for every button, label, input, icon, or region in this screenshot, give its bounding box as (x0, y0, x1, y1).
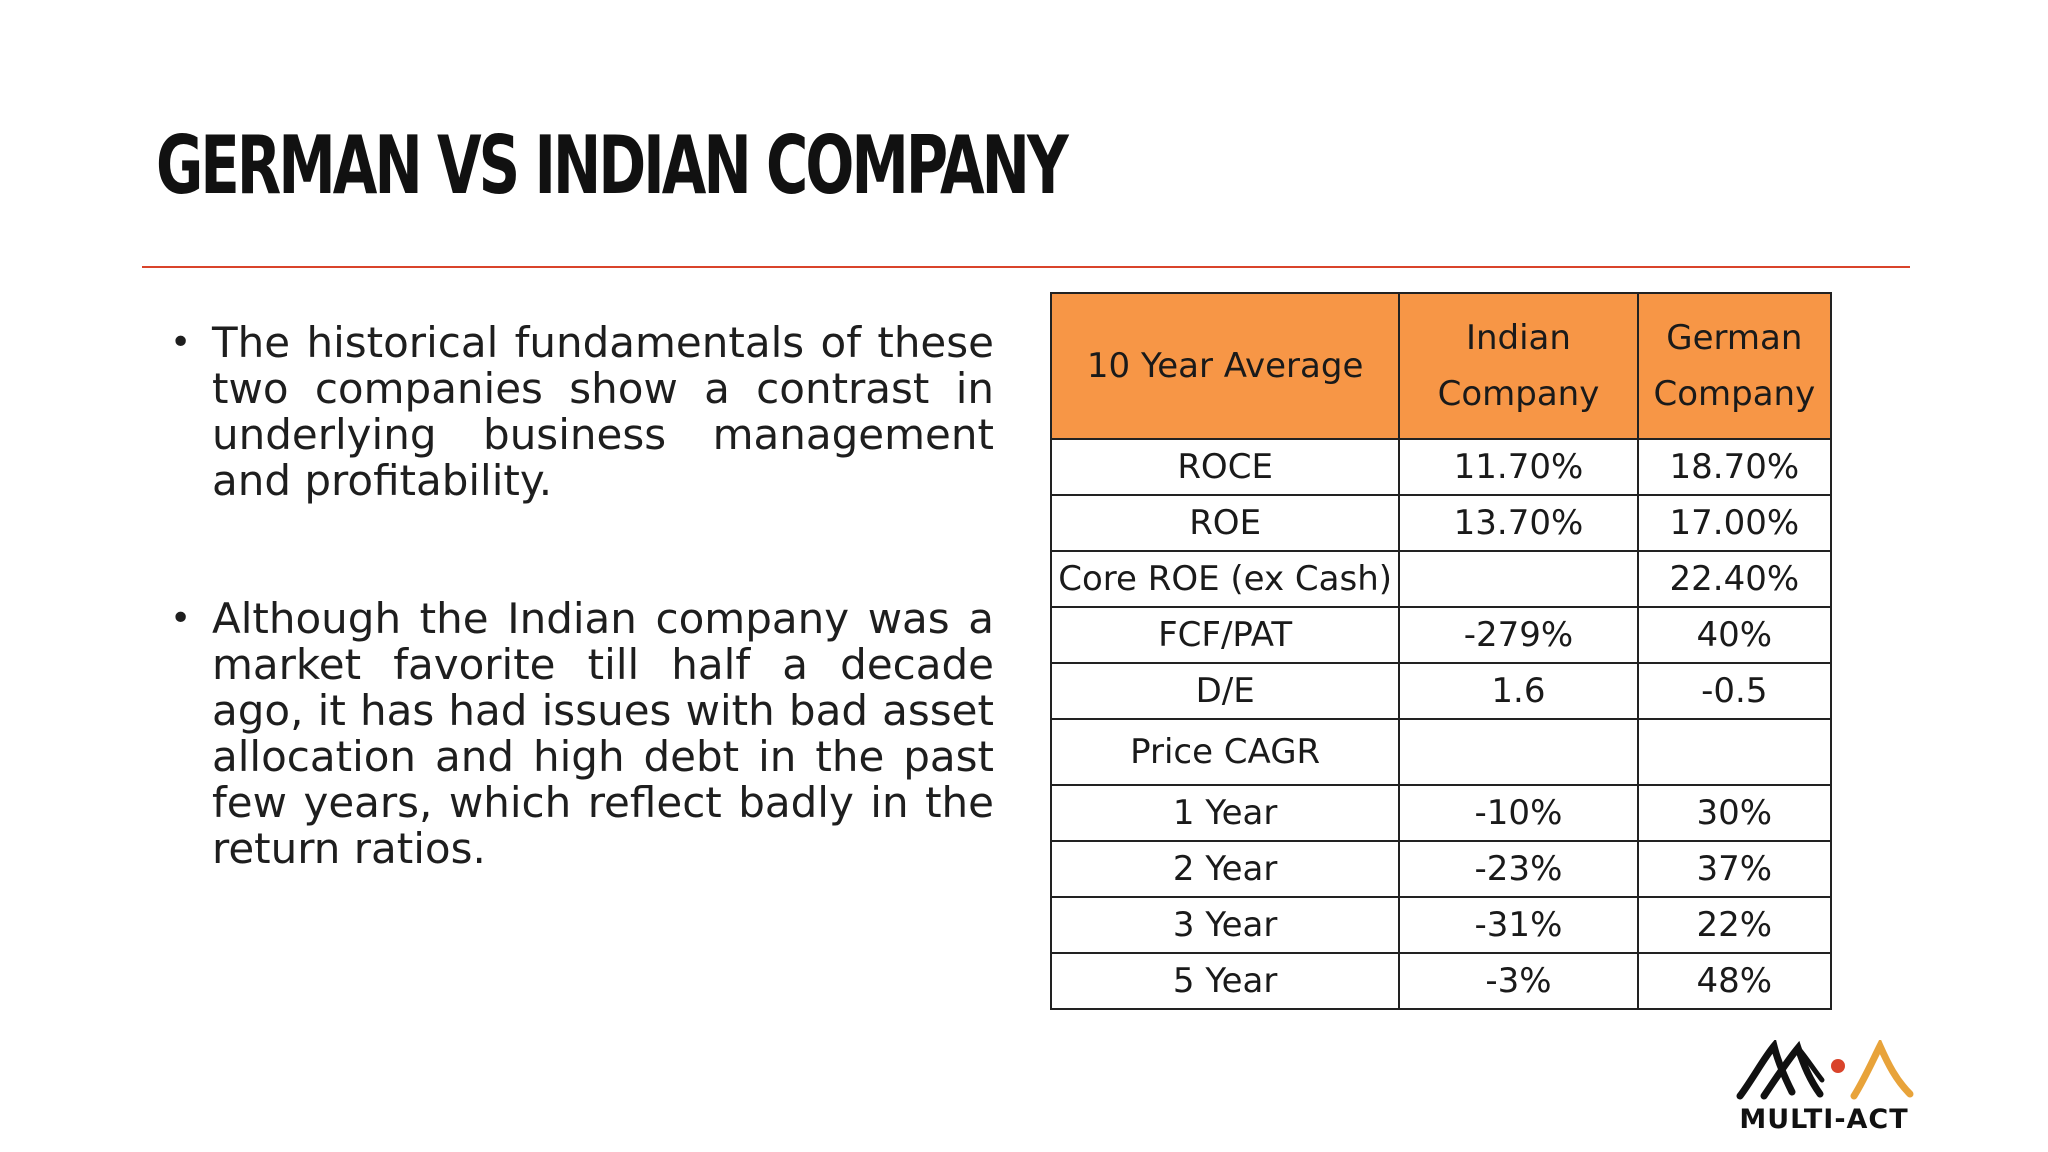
german-value-cell: 22% (1636, 896, 1833, 954)
german-value-cell: 48% (1636, 952, 1833, 1010)
metric-cell: 1 Year (1049, 784, 1401, 842)
indian-value-cell: 1.6 (1398, 662, 1639, 720)
header-indian-company: Indian Company (1398, 292, 1639, 440)
metric-cell: FCF/PAT (1049, 606, 1401, 664)
bullet-text: Although the Indian company was a market… (212, 594, 994, 873)
table-row: Price CAGR (1049, 718, 1833, 786)
logo-wordmark: MULTI-ACT (1739, 1104, 1909, 1135)
table-row: ROE 13.70% 17.00% (1049, 494, 1833, 552)
german-value-cell: 30% (1636, 784, 1833, 842)
german-value-cell (1636, 718, 1833, 786)
table-header-row: 10 Year Average Indian Company German Co… (1049, 292, 1833, 440)
indian-value-cell: -279% (1398, 606, 1639, 664)
table-row: 2 Year -23% 37% (1049, 840, 1833, 898)
bullet-dot-icon: • (170, 322, 192, 363)
indian-value-cell: -10% (1398, 784, 1639, 842)
metric-cell: 5 Year (1049, 952, 1401, 1010)
german-value-cell: 18.70% (1636, 438, 1833, 496)
indian-value-cell: 11.70% (1398, 438, 1639, 496)
indian-value-cell: -23% (1398, 840, 1639, 898)
metric-cell: D/E (1049, 662, 1401, 720)
table-row: 3 Year -31% 22% (1049, 896, 1833, 954)
german-value-cell: -0.5 (1636, 662, 1833, 720)
indian-value-cell (1398, 550, 1639, 608)
header-german-company: German Company (1636, 292, 1833, 440)
table-row: D/E 1.6 -0.5 (1049, 662, 1833, 720)
bullet-item: • Although the Indian company was a mark… (162, 596, 994, 872)
metric-cell: ROCE (1049, 438, 1401, 496)
table-row: FCF/PAT -279% 40% (1049, 606, 1833, 664)
indian-value-cell: -31% (1398, 896, 1639, 954)
multi-act-logo-icon (1736, 1040, 1914, 1100)
table-row: 1 Year -10% 30% (1049, 784, 1833, 842)
german-value-cell: 37% (1636, 840, 1833, 898)
german-value-cell: 17.00% (1636, 494, 1833, 552)
bullet-list: • The historical fundamentals of these t… (162, 320, 994, 872)
logo-dot (1831, 1059, 1845, 1073)
indian-value-cell (1398, 718, 1639, 786)
table-row: ROCE 11.70% 18.70% (1049, 438, 1833, 496)
slide-title: GERMAN VS INDIAN COMPANY (156, 119, 1069, 212)
metric-cell: 2 Year (1049, 840, 1401, 898)
bullet-item: • The historical fundamentals of these t… (162, 320, 994, 504)
comparison-table: 10 Year Average Indian Company German Co… (1049, 292, 1833, 1010)
bullet-dot-icon: • (170, 598, 192, 639)
metric-cell: 3 Year (1049, 896, 1401, 954)
indian-value-cell: 13.70% (1398, 494, 1639, 552)
title-divider (142, 266, 1910, 268)
indian-value-cell: -3% (1398, 952, 1639, 1010)
table-row: 5 Year -3% 48% (1049, 952, 1833, 1010)
header-metric: 10 Year Average (1049, 292, 1401, 440)
bullet-text: The historical fundamentals of these two… (212, 318, 994, 505)
table-row: Core ROE (ex Cash) 22.40% (1049, 550, 1833, 608)
german-value-cell: 40% (1636, 606, 1833, 664)
metric-cell: Price CAGR (1049, 718, 1401, 786)
german-value-cell: 22.40% (1636, 550, 1833, 608)
metric-cell: ROE (1049, 494, 1401, 552)
multi-act-logo: MULTI-ACT (1734, 1040, 1914, 1135)
metric-cell: Core ROE (ex Cash) (1049, 550, 1401, 608)
